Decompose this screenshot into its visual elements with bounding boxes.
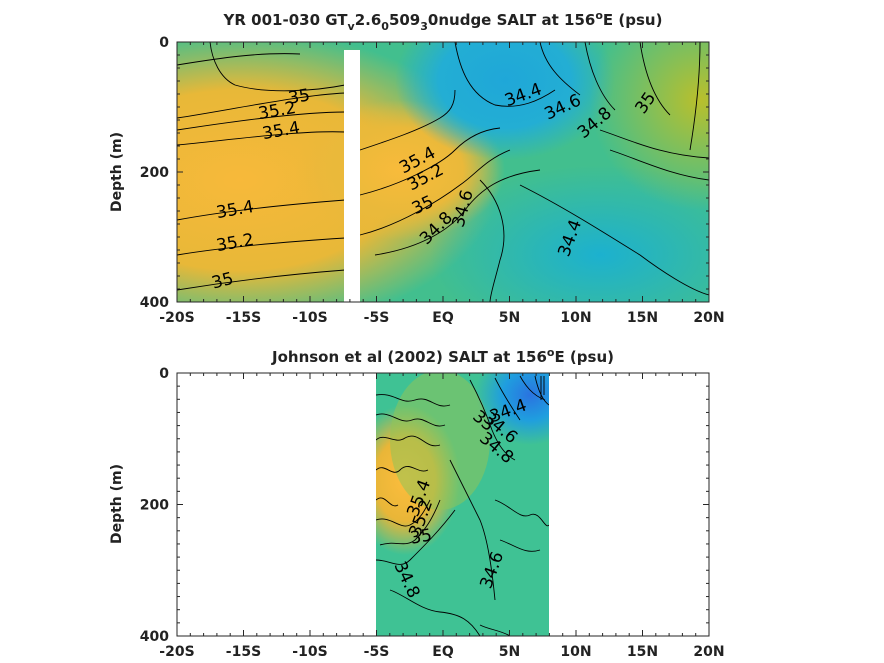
bottom-contour [376,394,451,407]
top-y-axis: 0 200 400 [140,35,709,311]
bottom-x-tick-label: 5N [499,644,520,660]
bottom-panel: Johnson et al (2002) SALT at 156oE (psu) [109,346,725,660]
top-contour [177,199,346,221]
top-contour [177,92,346,119]
bottom-x-tick-label: EQ [432,644,454,660]
top-contour [177,269,346,291]
top-contour [479,179,505,302]
top-contour [209,42,346,92]
bottom-contour [376,499,431,527]
bottom-x-tick-label: -5S [364,644,390,660]
contour-label: 35 [409,525,434,548]
bottom-x-tick-label: 10N [560,644,591,660]
top-field-deep-fresh [430,165,709,302]
top-field-north-fresh [395,42,615,160]
bottom-contours [376,375,549,636]
top-plot-area: 35 35.2 35.4 34.4 34.6 34.8 35 35.4 35.2… [177,42,709,302]
top-x-tick-label: 5N [499,310,520,326]
top-contours [177,42,709,302]
top-contour [374,169,541,256]
bottom-title: Johnson et al (2002) SALT at 156oE (psu) [271,346,614,366]
contour-label: 35 [287,85,312,108]
top-x-tick-label: -15S [226,310,261,326]
top-x-tick-label: 10N [560,310,591,326]
bottom-contour [376,435,441,447]
top-contour [539,42,581,96]
top-contour [359,89,456,151]
bottom-ylabel: Depth (m) [109,464,125,544]
bottom-x-tick-label: -15S [226,644,261,660]
top-x-tick-label: 20N [693,310,724,326]
top-contour [519,184,709,296]
top-contour [599,129,709,159]
top-y-tick-label: 200 [140,165,169,181]
bottom-contour [376,497,399,507]
top-title: YR 001-030 GTv2.6050930nudge SALT at 156… [223,9,663,33]
bottom-contour [519,375,546,401]
bottom-y-tick-label: 0 [159,366,169,382]
top-contour [689,42,701,151]
top-y-tick-label: 400 [140,295,169,311]
bottom-x-tick-label: -20S [159,644,194,660]
top-panel: YR 001-030 GTv2.6050930nudge SALT at 156… [109,9,725,326]
bottom-y-axis: 0 200 400 [140,366,709,645]
bottom-x-axis: -20S -15S -10S -5S EQ 5N 10N 15N 20N [159,373,725,660]
bottom-contour [469,379,516,461]
bottom-contour [376,509,456,565]
top-field-northeast [590,42,709,210]
top-contour [454,42,556,107]
top-contour [177,53,301,66]
top-x-tick-label: EQ [432,310,454,326]
bottom-contour [534,375,549,406]
top-x-tick-label: 15N [627,310,658,326]
top-contour [609,149,709,181]
top-data-gap [344,50,360,302]
top-contour [359,149,511,236]
top-contour [177,131,346,146]
top-contour [177,237,346,256]
bottom-y-tick-label: 200 [140,498,169,514]
bottom-plot-area: 34.4 34.6 33 34.8 35.4 35.2 35 34.8 34.6 [376,373,549,636]
top-y-tick-label: 0 [159,35,169,51]
top-contour [584,42,616,111]
top-x-tick-label: -20S [159,310,194,326]
top-contour [359,127,501,196]
bottom-contour [379,499,441,546]
bottom-contour [499,539,541,552]
bottom-x-tick-label: 15N [627,644,658,660]
top-ylabel: Depth (m) [109,132,125,212]
bottom-contour [540,376,545,400]
top-x-axis: -20S -15S -10S -5S EQ 5N 10N 15N 20N [159,42,725,326]
bottom-contour [494,499,549,527]
bottom-field-mid [390,373,490,510]
bottom-contour [479,624,511,636]
bottom-x-tick-label: -10S [292,644,327,660]
bottom-contour [376,413,446,427]
bottom-y-tick-label: 400 [140,629,169,645]
top-contour [177,111,346,131]
bottom-field-fresh [475,373,549,445]
top-x-tick-label: -5S [364,310,390,326]
bottom-x-tick-label: 20N [693,644,724,660]
top-x-tick-label: -10S [292,310,327,326]
bottom-contour [494,377,521,421]
bottom-contour [389,589,481,636]
bottom-contour [449,459,496,601]
top-contour [639,42,671,116]
bottom-contour [376,466,429,473]
